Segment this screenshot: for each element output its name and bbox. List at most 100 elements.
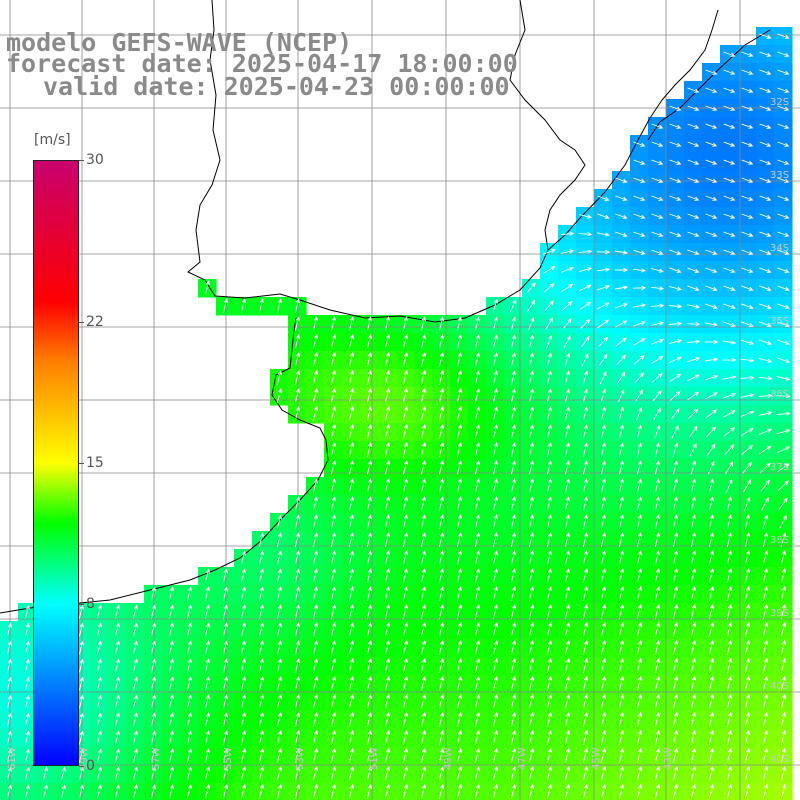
wind-arrow: [650, 303, 665, 308]
coastline-segment: [647, 29, 771, 141]
wind-arrow: [330, 568, 336, 583]
wind-arrow: [168, 784, 174, 799]
wind-arrow: [240, 298, 246, 313]
wind-arrow: [24, 694, 30, 709]
wind-arrow: [528, 316, 535, 331]
wind-arrow: [384, 496, 390, 511]
wind-arrow: [276, 747, 283, 764]
wind-arrow: [741, 267, 754, 273]
wind-arrow: [276, 783, 283, 800]
wind-arrow: [312, 387, 319, 404]
wind-arrow: [510, 424, 516, 439]
wind-arrow: [258, 550, 264, 565]
wind-arrow: [741, 303, 754, 309]
wind-arrow: [366, 784, 373, 800]
wind-arrow: [636, 621, 643, 638]
wind-arrow: [758, 321, 772, 327]
wind-arrow: [528, 406, 534, 421]
wind-arrow: [330, 351, 337, 368]
wind-arrow: [636, 424, 642, 439]
wind-arrow: [348, 406, 355, 422]
wind-arrow: [669, 159, 682, 165]
wind-arrow: [294, 747, 301, 764]
wind-arrow: [687, 177, 700, 183]
wind-arrow: [687, 391, 700, 401]
wind-arrow: [726, 765, 733, 782]
wind-arrow: [330, 460, 336, 476]
longitude-label: 61W: [7, 747, 18, 770]
wind-arrow: [384, 550, 390, 565]
wind-arrow: [654, 694, 661, 710]
wind-arrow: [78, 748, 84, 763]
wind-arrow: [420, 640, 427, 656]
wind-arrow: [438, 478, 444, 493]
wind-arrow: [492, 550, 498, 565]
wind-arrow: [42, 784, 48, 799]
wind-arrow: [402, 676, 409, 692]
wind-arrow: [600, 604, 607, 620]
wind-arrow: [690, 532, 696, 547]
wind-arrow: [96, 622, 102, 637]
wind-arrow: [276, 622, 282, 637]
wind-arrow: [672, 676, 679, 692]
wind-arrow: [438, 352, 444, 368]
wind-arrow: [758, 357, 773, 363]
wind-arrow: [776, 394, 791, 399]
wind-arrow: [759, 159, 772, 165]
wind-arrow: [312, 532, 318, 547]
wind-arrow: [686, 304, 701, 309]
wind-arrow: [348, 496, 354, 511]
wind-arrow: [330, 496, 336, 511]
wind-arrow: [744, 783, 751, 800]
wind-arrow: [456, 729, 463, 746]
wind-arrow: [740, 375, 755, 380]
wind-arrow: [366, 640, 373, 656]
wind-arrow: [726, 550, 732, 566]
wind-arrow: [582, 424, 588, 439]
wind-arrow: [672, 604, 679, 620]
wind-arrow: [762, 657, 769, 674]
colorbar-tick-mark: [79, 160, 84, 161]
colorbar-tick-label: 30: [86, 152, 104, 168]
wind-arrow: [759, 249, 772, 255]
wind-arrow: [186, 658, 192, 673]
wind-arrow: [330, 658, 337, 674]
wind-arrow: [758, 428, 773, 436]
wind-arrow: [456, 316, 462, 331]
wind-arrow: [492, 460, 498, 475]
wind-arrow: [366, 729, 373, 746]
wind-arrow: [330, 532, 336, 547]
wind-arrow: [708, 693, 715, 710]
wind-arrow: [599, 371, 607, 385]
wind-arrow: [114, 766, 120, 781]
wind-arrow: [258, 694, 264, 710]
wind-arrow: [546, 568, 552, 583]
wind-arrow: [618, 586, 625, 602]
wind-arrow: [240, 622, 246, 637]
wind-arrow: [650, 321, 665, 326]
wind-arrow: [510, 568, 516, 583]
wind-arrow: [492, 496, 498, 511]
wind-arrow: [780, 550, 787, 566]
wind-arrow: [294, 298, 300, 313]
wind-arrow: [705, 141, 718, 147]
wind-arrow: [636, 604, 643, 620]
wind-arrow: [150, 622, 156, 637]
wind-arrow: [348, 316, 354, 331]
wind-arrow: [687, 105, 700, 111]
wind-arrow: [762, 765, 769, 782]
wind-arrow: [510, 370, 516, 385]
wind-arrow: [204, 280, 210, 295]
wind-arrow: [723, 105, 736, 111]
wind-arrow: [564, 748, 571, 764]
longitude-label: 55W: [223, 747, 234, 770]
wind-arrow: [618, 424, 624, 439]
wind-arrow: [384, 351, 391, 368]
wind-arrow: [740, 339, 755, 345]
wind-arrow: [474, 316, 480, 331]
wind-arrow: [24, 640, 30, 655]
wind-arrow: [669, 390, 681, 401]
wind-arrow: [474, 711, 481, 728]
wind-arrow: [96, 766, 102, 781]
